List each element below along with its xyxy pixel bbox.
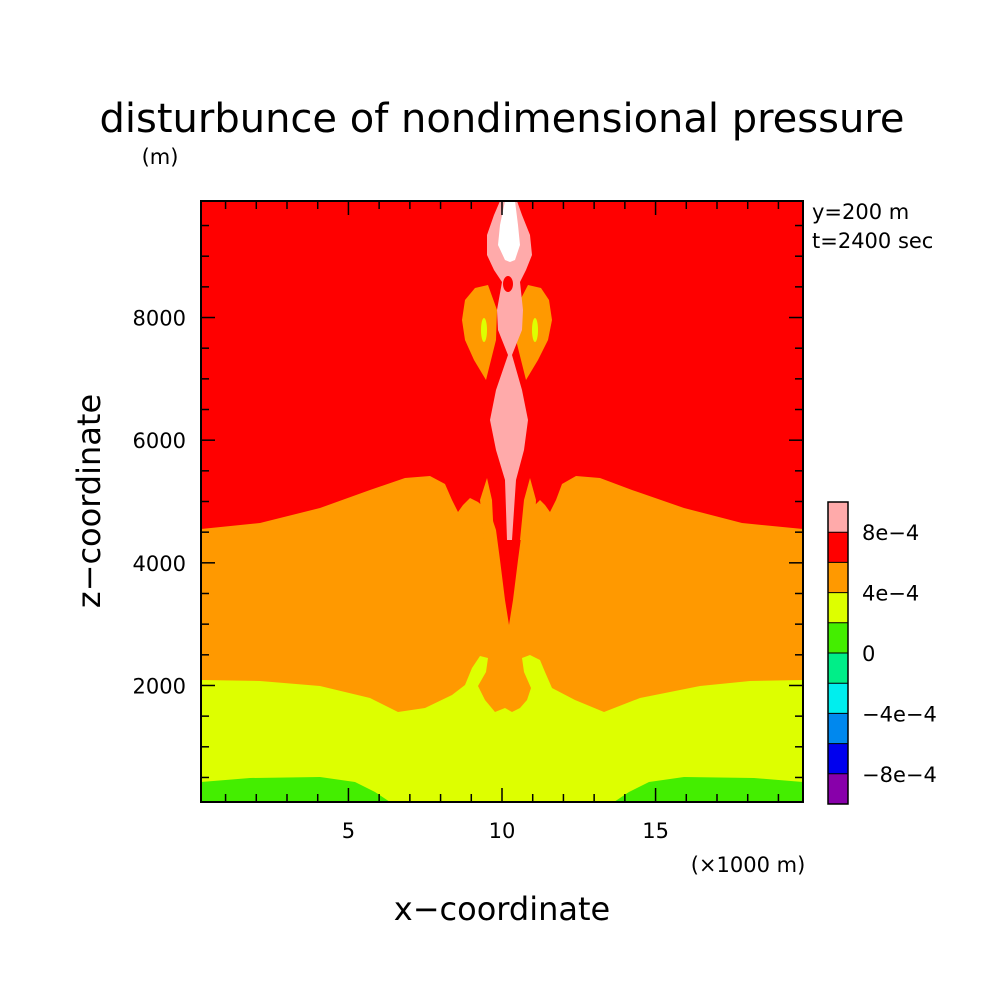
colorbar-swatch	[828, 683, 848, 714]
colorbar-label: 4e−4	[862, 582, 919, 606]
info-y: y=200 m	[812, 200, 909, 224]
y-ticks: 2000 4000 6000 8000	[133, 224, 803, 779]
chart-title: disturbunce of nondimensional pressure	[100, 96, 905, 142]
region-yellow-band	[201, 655, 803, 802]
region-yellow-spot-right	[532, 318, 538, 342]
y-unit-label: (m)	[142, 145, 179, 169]
x-tick-label: 10	[489, 819, 516, 843]
colorbar-label: −8e−4	[862, 763, 937, 787]
x-tick-label: 5	[342, 819, 355, 843]
colorbar-swatch	[828, 773, 848, 804]
x-unit-label: (×1000 m)	[691, 853, 806, 877]
colorbar-swatch	[828, 653, 848, 684]
colorbar-label: −4e−4	[862, 702, 937, 726]
region-yellow-spot-left	[481, 318, 487, 342]
x-ticks: 5 10 15	[224, 201, 780, 843]
y-axis-label: z−coordinate	[70, 394, 108, 608]
region-orange-center-left	[480, 478, 494, 540]
x-axis-label: x−coordinate	[394, 890, 610, 928]
colorbar-label: 8e−4	[862, 521, 919, 545]
colorbar-label: 0	[862, 642, 875, 666]
y-tick-label: 6000	[133, 429, 186, 453]
region-green-band-right	[614, 777, 803, 802]
colorbar-swatch	[828, 743, 848, 774]
colorbar-swatch	[828, 502, 848, 533]
colorbar-swatch	[828, 592, 848, 623]
x-tick-label: 15	[642, 819, 669, 843]
colorbar-swatch	[828, 562, 848, 593]
colorbar-swatch	[828, 532, 848, 563]
region-pink-plume	[487, 201, 532, 540]
y-tick-label: 4000	[133, 552, 186, 576]
region-red-spot	[503, 276, 513, 292]
y-tick-label: 2000	[133, 674, 186, 698]
info-t: t=2400 sec	[812, 229, 933, 253]
colorbar-swatch	[828, 622, 848, 653]
region-orange-center-right	[520, 478, 536, 540]
region-white-core	[498, 201, 520, 262]
colorbar-swatch	[828, 713, 848, 744]
region-orange-lobe-left	[462, 285, 497, 380]
y-tick-label: 8000	[133, 307, 186, 331]
colorbar: −8e−4 −4e−4 0 4e−4 8e−4	[827, 501, 937, 805]
plot-area	[200, 200, 804, 803]
region-green-band	[201, 777, 390, 802]
